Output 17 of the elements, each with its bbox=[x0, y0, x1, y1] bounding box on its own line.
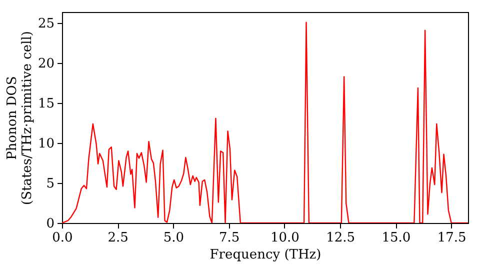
x-tick-label: 5.0 bbox=[163, 230, 184, 246]
y-axis-title: Phonon DOS (States/THz·primitive cell) bbox=[4, 30, 35, 206]
x-tick-label: 10.0 bbox=[270, 230, 300, 246]
y-tick-label: 20 bbox=[38, 56, 54, 72]
x-tick-label: 7.5 bbox=[219, 230, 240, 246]
x-tick-label: 0.0 bbox=[52, 230, 73, 246]
y-tick-label: 0 bbox=[46, 216, 54, 232]
y-tick-label: 5 bbox=[46, 176, 54, 192]
y-tick-label: 15 bbox=[38, 96, 54, 112]
line-series bbox=[62, 22, 468, 223]
y-tick-label: 25 bbox=[38, 16, 54, 32]
x-tick-label: 17.5 bbox=[437, 230, 466, 246]
x-tick-label: 15.0 bbox=[382, 230, 411, 246]
y-tick-label: 10 bbox=[38, 136, 54, 152]
x-axis-title: Frequency (THz) bbox=[210, 248, 322, 262]
x-tick-label: 12.5 bbox=[326, 230, 356, 246]
x-tick-label: 2.5 bbox=[108, 230, 128, 246]
